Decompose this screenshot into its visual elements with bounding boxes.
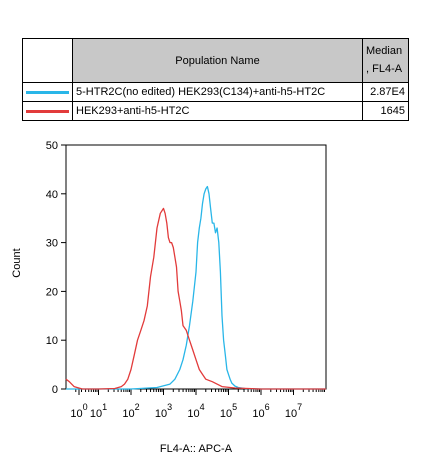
legend-row-cyan: 5-HTR2C(no edited) HEK293(C134)+anti-h5-… xyxy=(22,82,409,102)
red-swatch xyxy=(26,109,69,113)
cyan-swatch xyxy=(26,90,69,94)
y-tick-label: 20 xyxy=(46,286,58,298)
y-tick-label: 10 xyxy=(46,335,58,347)
x-tick-label: 105 xyxy=(220,402,237,420)
y-tick-label: 30 xyxy=(46,238,58,250)
x-tick-label: 102 xyxy=(122,402,139,420)
y-tick-label: 50 xyxy=(46,140,58,152)
y-tick-label: 0 xyxy=(52,384,58,396)
legend-table: Population Name Median, FL4-A 5-HTR2C(no… xyxy=(22,38,409,121)
x-tick-label: 106 xyxy=(252,402,269,420)
median-header: Median , FL4-A xyxy=(362,38,409,83)
x-tick-label: 103 xyxy=(155,402,172,420)
x-axis-label: FL4-A:: APC-A xyxy=(160,443,233,455)
legend-name: HEK293+anti-h5-HT2C xyxy=(72,101,363,121)
x-tick-label: 104 xyxy=(187,402,204,420)
y-axis-label: Count xyxy=(11,248,23,277)
median-header-line2: , FL4-A xyxy=(366,63,403,75)
y-tick-label: 40 xyxy=(46,189,58,201)
series-layer xyxy=(65,185,326,390)
legend-median: 1645 xyxy=(362,101,409,121)
x-tick-label: 100 xyxy=(70,402,87,420)
legend-name: 5-HTR2C(no edited) HEK293(C134)+anti-h5-… xyxy=(72,82,363,102)
x-tick-label: 101 xyxy=(90,402,107,420)
median-header-line1: Median xyxy=(366,45,403,57)
legend-row-red: HEK293+anti-h5-HT2C 1645 xyxy=(22,101,409,121)
cyan-series-line xyxy=(66,185,326,390)
legend-corner-cell xyxy=(22,38,73,83)
legend-median: 2.87E4 xyxy=(362,82,409,102)
red-series-line xyxy=(65,207,326,390)
x-tick-label: 107 xyxy=(285,402,302,420)
